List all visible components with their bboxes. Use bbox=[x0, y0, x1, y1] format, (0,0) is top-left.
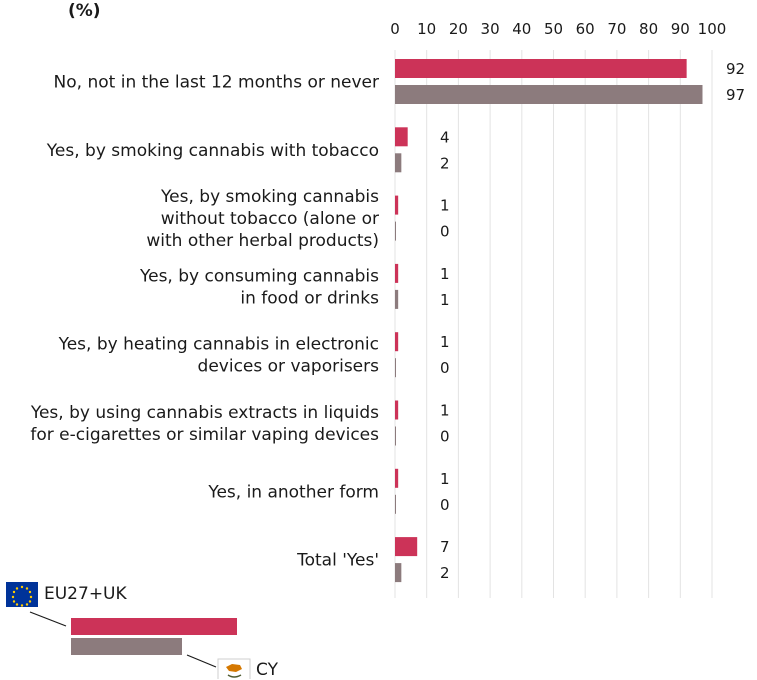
value-label: 1 bbox=[440, 333, 450, 351]
category-label: Yes, in another form bbox=[207, 482, 379, 502]
value-label: 0 bbox=[440, 496, 450, 514]
category-label: Yes, by using cannabis extracts in liqui… bbox=[30, 403, 379, 445]
bar bbox=[395, 468, 399, 488]
legend-swatch-eu27-uk bbox=[71, 618, 237, 635]
unit-label: (%) bbox=[68, 1, 101, 21]
bar bbox=[395, 426, 396, 446]
x-tick-label: 60 bbox=[576, 20, 595, 38]
x-tick-label: 80 bbox=[639, 20, 658, 38]
x-tick-label: 70 bbox=[607, 20, 626, 38]
legend-swatch-cy bbox=[71, 638, 182, 655]
category-label: Yes, by smoking cannabis with tobacco bbox=[46, 141, 379, 161]
legend-label-cy: CY bbox=[256, 660, 278, 680]
category-label: Yes, by heating cannabis in electronic de… bbox=[58, 335, 380, 377]
category-label: Total 'Yes' bbox=[296, 551, 379, 571]
bar bbox=[395, 59, 687, 78]
category-label: No, not in the last 12 months or never bbox=[54, 73, 379, 93]
category-label: Yes, by smoking cannabis without tobacco … bbox=[146, 187, 379, 251]
value-label: 4 bbox=[440, 128, 450, 146]
x-tick-label: 40 bbox=[512, 20, 531, 38]
bar bbox=[395, 400, 399, 420]
value-label: 0 bbox=[440, 223, 450, 241]
bar bbox=[395, 195, 399, 215]
x-tick-label: 50 bbox=[544, 20, 563, 38]
x-tick-label: 20 bbox=[449, 20, 468, 38]
bars bbox=[395, 59, 703, 583]
value-label: 1 bbox=[440, 470, 450, 488]
value-label: 7 bbox=[440, 538, 450, 556]
x-tick-label: 100 bbox=[698, 20, 727, 38]
bar bbox=[395, 358, 396, 378]
legend bbox=[6, 582, 251, 679]
category-labels: No, not in the last 12 months or never Ye… bbox=[30, 73, 379, 571]
eu-flag-stars bbox=[11, 585, 33, 607]
x-axis-ticks: 0 10 20 30 40 50 60 70 80 90 100 bbox=[390, 20, 726, 38]
cy-flag-branches bbox=[227, 674, 242, 678]
x-tick-label: 30 bbox=[481, 20, 500, 38]
value-label: 1 bbox=[440, 402, 450, 420]
value-labels: 92 97 4 2 1 0 1 1 1 0 1 0 1 0 7 2 bbox=[440, 60, 745, 582]
bar bbox=[395, 494, 396, 514]
value-label: 0 bbox=[440, 428, 450, 446]
value-label: 1 bbox=[440, 265, 450, 283]
x-tick-label: 10 bbox=[417, 20, 436, 38]
category-label: Yes, by consuming cannabis in food or dri… bbox=[139, 266, 379, 308]
bar bbox=[395, 289, 399, 309]
value-label: 92 bbox=[726, 60, 745, 78]
legend-label-eu27-uk: EU27+UK bbox=[44, 584, 127, 604]
value-label: 1 bbox=[440, 291, 450, 309]
value-label: 0 bbox=[440, 359, 450, 377]
legend-connector-eu bbox=[29, 611, 67, 627]
bar bbox=[395, 332, 399, 352]
bar bbox=[395, 563, 402, 583]
bar bbox=[395, 127, 408, 147]
bar bbox=[395, 85, 703, 104]
value-label: 2 bbox=[440, 154, 450, 172]
eu-flag-icon bbox=[6, 582, 38, 607]
cy-flag-island bbox=[226, 664, 242, 672]
bar bbox=[395, 537, 418, 557]
bar bbox=[395, 153, 402, 173]
value-label: 97 bbox=[726, 86, 745, 104]
gridlines bbox=[394, 50, 713, 598]
bar bbox=[395, 221, 396, 241]
x-tick-label: 0 bbox=[390, 20, 400, 38]
legend-connector-cy bbox=[186, 654, 217, 668]
value-label: 1 bbox=[440, 197, 450, 215]
bar bbox=[395, 263, 399, 283]
x-tick-label: 90 bbox=[671, 20, 690, 38]
value-label: 2 bbox=[440, 564, 450, 582]
